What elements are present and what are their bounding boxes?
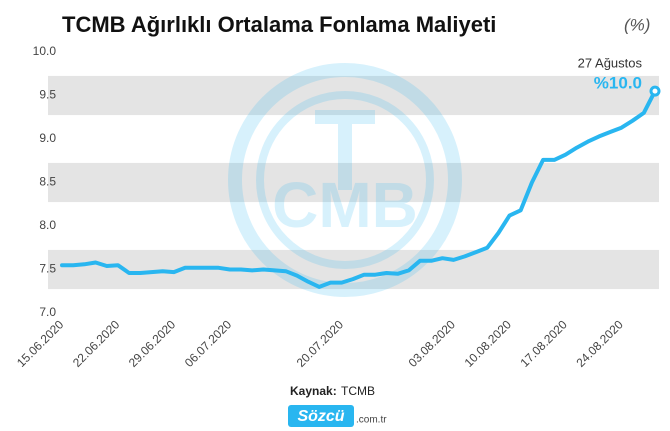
band [48, 249, 659, 290]
x-tick-label: 24.08.2020 [573, 317, 626, 370]
chart-title: TCMB Ağırlıklı Ortalama Fonlama Maliyeti [62, 12, 496, 37]
annotation-value: %10.0 [594, 73, 642, 92]
source: TCMB [341, 384, 375, 398]
y-tick-label: 8.5 [39, 175, 56, 189]
y-tick-label: 7.5 [39, 262, 56, 276]
x-tick-label: 06.07.2020 [182, 317, 235, 370]
line [60, 89, 657, 289]
brand: Sözcü [297, 408, 344, 425]
band [48, 75, 659, 116]
y-tick-label: 9.0 [39, 131, 56, 145]
source-label: Kaynak: [290, 384, 337, 398]
brand-box [288, 405, 354, 427]
y-tick-label: 7.0 [39, 305, 56, 319]
y-tick-label: 10.0 [33, 44, 57, 58]
x-tick-label: 03.08.2020 [406, 317, 459, 370]
y-tick-label: 8.0 [39, 218, 56, 232]
end-point [649, 85, 661, 97]
annotation-date: 27 Ağustos [578, 55, 643, 70]
y-tick-label: 9.5 [39, 88, 56, 102]
x-tick-label: 20.07.2020 [294, 317, 347, 370]
x-tick-label: 10.08.2020 [462, 317, 515, 370]
x-tick-label: 15.06.2020 [14, 317, 67, 370]
x-tick-label: 22.06.2020 [70, 317, 123, 370]
band [48, 162, 659, 203]
x-tick-label: 17.08.2020 [517, 317, 570, 370]
watermark-logo: CMB [228, 63, 462, 297]
unit-label: (%) [624, 15, 650, 34]
x-tick-label: 29.06.2020 [126, 317, 179, 370]
svg-text:CMB: CMB [272, 169, 418, 241]
brand-domain: .com.tr [356, 415, 387, 426]
